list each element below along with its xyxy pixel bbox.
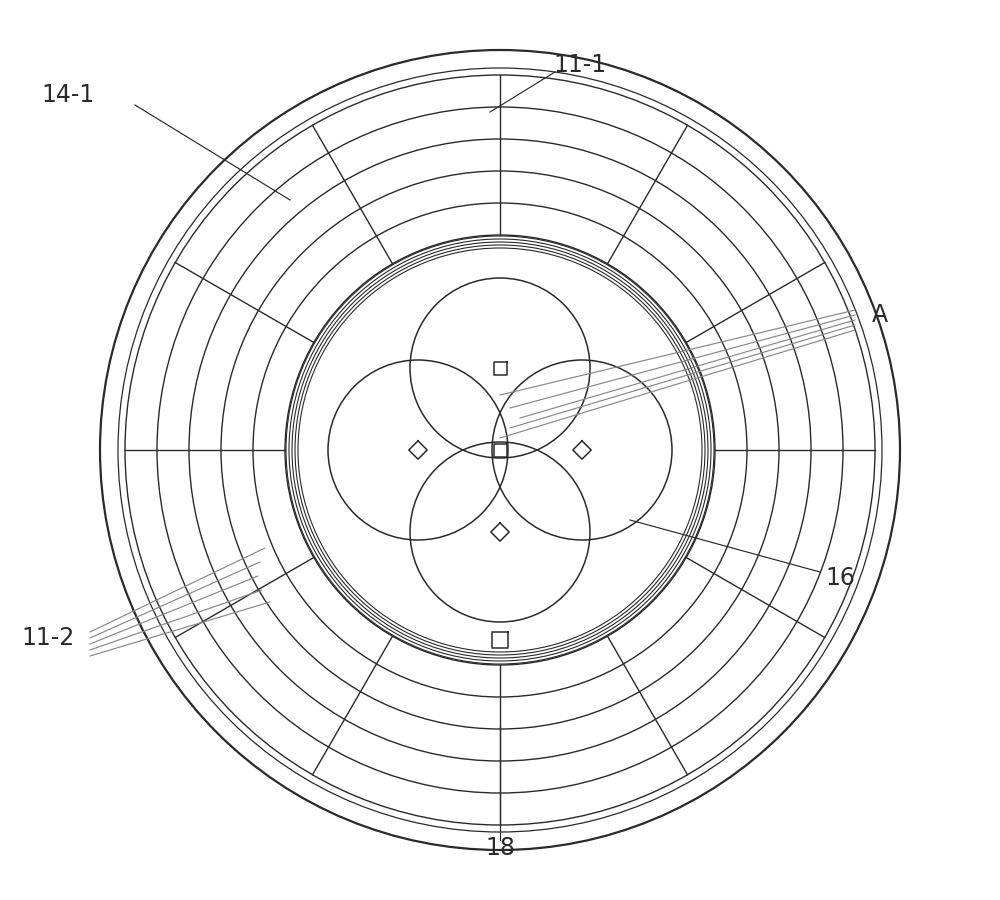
Text: 11-1: 11-1 xyxy=(553,53,607,77)
Text: A: A xyxy=(872,303,888,327)
Text: 18: 18 xyxy=(485,836,515,860)
Text: 16: 16 xyxy=(825,566,855,590)
Text: 14-1: 14-1 xyxy=(41,83,95,107)
Text: 11-2: 11-2 xyxy=(21,626,75,650)
